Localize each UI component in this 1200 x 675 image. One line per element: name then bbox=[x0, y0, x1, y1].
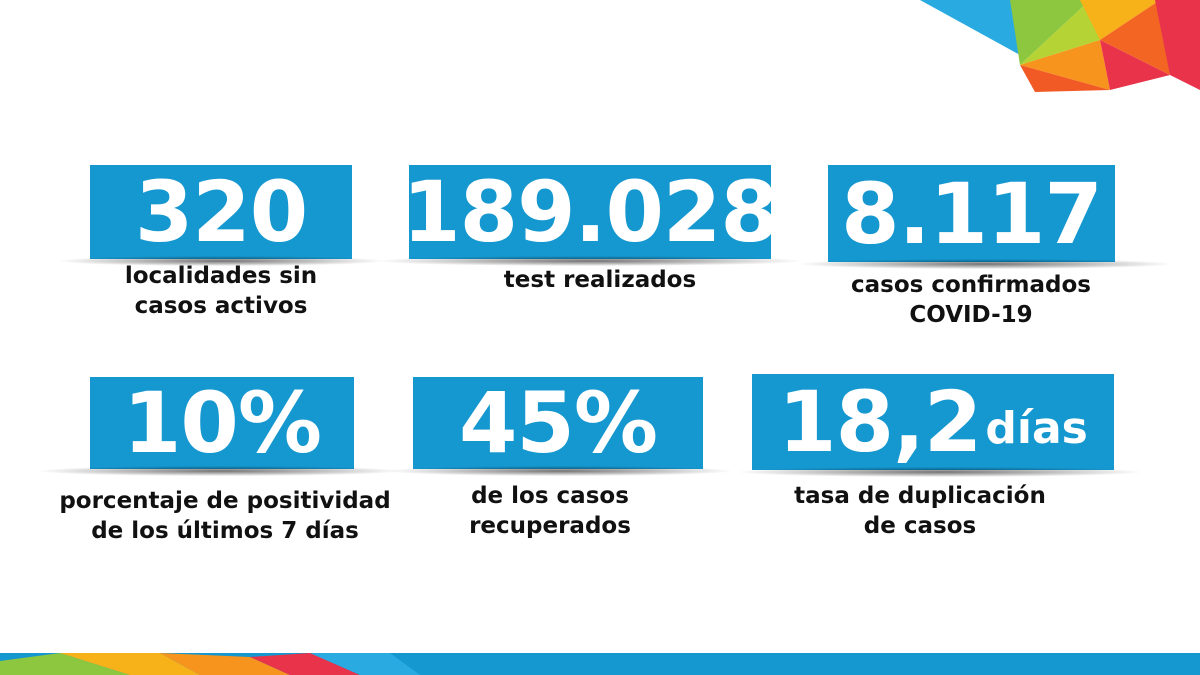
corner-decoration bbox=[920, 0, 1200, 92]
bottom-decoration bbox=[0, 653, 1200, 675]
stat-label-line-2: de casos bbox=[863, 513, 977, 539]
stat-box: 320 bbox=[90, 165, 352, 259]
stat-box: 10% bbox=[90, 377, 354, 469]
stat-label-line-1: tasa de duplicación bbox=[794, 483, 1046, 509]
stat-box: 8.117 bbox=[828, 165, 1115, 262]
stat-value: 10% bbox=[122, 374, 322, 472]
stat-label: localidades sin casos activos bbox=[60, 261, 382, 321]
stat-value: 18,2 bbox=[778, 373, 982, 471]
stat-label-line-1: porcentaje de positividad bbox=[59, 488, 391, 514]
stat-unit: días bbox=[985, 403, 1088, 454]
box-shadow bbox=[390, 466, 730, 476]
stat-label-line-2: COVID-19 bbox=[909, 302, 1033, 328]
stat-box: 18,2 días bbox=[752, 374, 1114, 470]
stat-label-line-2: casos activos bbox=[134, 293, 308, 319]
box-shadow bbox=[60, 256, 382, 266]
stat-value: 320 bbox=[134, 163, 308, 261]
stat-label-line-1: casos confirmados bbox=[851, 272, 1091, 298]
stat-box: 45% bbox=[413, 377, 703, 469]
stat-value: 45% bbox=[458, 374, 658, 472]
box-shadow bbox=[800, 259, 1170, 269]
box-shadow bbox=[740, 467, 1140, 477]
stat-label: porcentaje de positividad de los últimos… bbox=[50, 486, 400, 546]
stat-value: 189.028 bbox=[402, 163, 779, 261]
stat-label: tasa de duplicación de casos bbox=[760, 481, 1080, 541]
stat-label-line-1: test realizados bbox=[503, 267, 697, 293]
stat-label: test realizados bbox=[400, 265, 800, 295]
stat-label-line-2: de los últimos 7 días bbox=[91, 518, 359, 544]
box-shadow bbox=[380, 256, 800, 266]
stat-label-line-1: localidades sin bbox=[124, 263, 318, 289]
stat-value: 8.117 bbox=[841, 164, 1103, 263]
stat-label-line-1: de los casos bbox=[471, 483, 629, 509]
stat-label-line-2: recuperados bbox=[469, 513, 631, 539]
box-shadow bbox=[40, 466, 400, 476]
stat-label: casos confirmados COVID-19 bbox=[810, 270, 1132, 330]
stat-label: de los casos recuperados bbox=[400, 481, 700, 541]
stat-box: 189.028 bbox=[402, 165, 779, 259]
